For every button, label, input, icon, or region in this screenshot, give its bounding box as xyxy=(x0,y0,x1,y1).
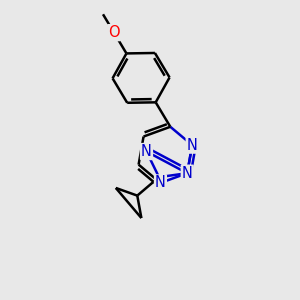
Text: N: N xyxy=(141,144,152,159)
Text: N: N xyxy=(182,166,193,181)
Text: N: N xyxy=(187,138,198,153)
Text: O: O xyxy=(108,25,120,40)
Text: N: N xyxy=(155,176,166,190)
